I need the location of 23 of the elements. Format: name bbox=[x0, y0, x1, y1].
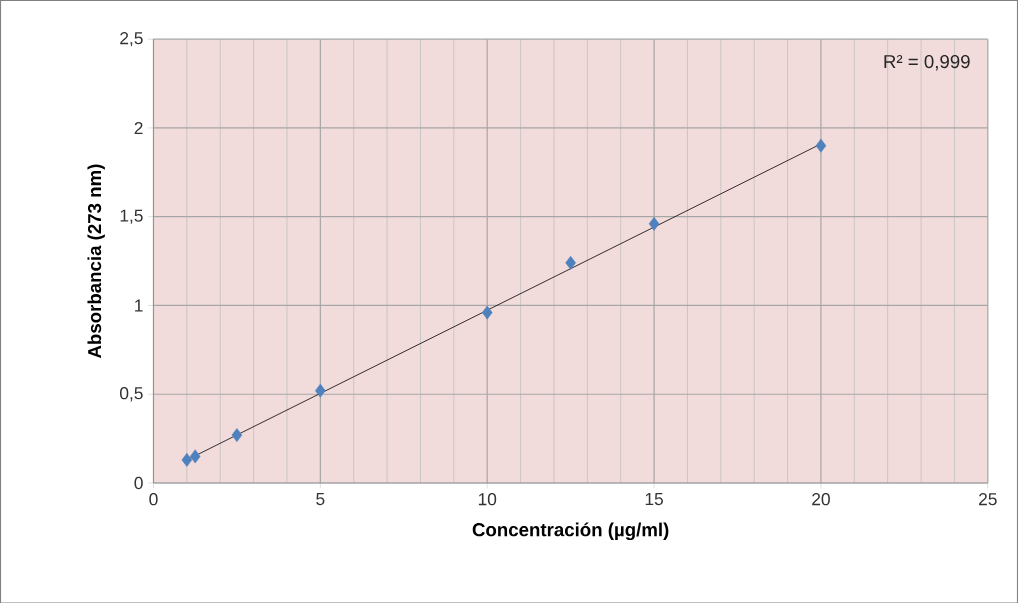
y-axis-title: Absorbancia (273 nm) bbox=[87, 164, 105, 358]
x-tick-label: 10 bbox=[478, 492, 497, 506]
point bbox=[189, 449, 201, 464]
point bbox=[648, 216, 660, 231]
x-tick-label: 25 bbox=[979, 492, 997, 506]
y-tick-label: 2,5 bbox=[120, 31, 143, 47]
point bbox=[815, 138, 827, 153]
x-tick-label: 15 bbox=[645, 492, 663, 505]
y-tick-label: 1,5 bbox=[120, 209, 143, 224]
point bbox=[231, 427, 243, 442]
y-tick-label: 0,5 bbox=[120, 386, 143, 402]
annotation: R² = 0,999 bbox=[884, 54, 970, 71]
x-tick-label: 20 bbox=[812, 492, 830, 506]
y-tick-label: 2 bbox=[134, 121, 143, 134]
y-tick-label: 1 bbox=[135, 299, 143, 312]
point bbox=[565, 255, 576, 270]
point bbox=[315, 383, 326, 398]
x-axis-title: Concentración (µg/ml) bbox=[472, 522, 669, 540]
x-tick-label: 0 bbox=[149, 492, 158, 506]
point bbox=[181, 452, 193, 467]
x-tick-label: 5 bbox=[316, 492, 325, 505]
y-tick-label: 0 bbox=[134, 476, 143, 489]
point bbox=[481, 305, 493, 320]
